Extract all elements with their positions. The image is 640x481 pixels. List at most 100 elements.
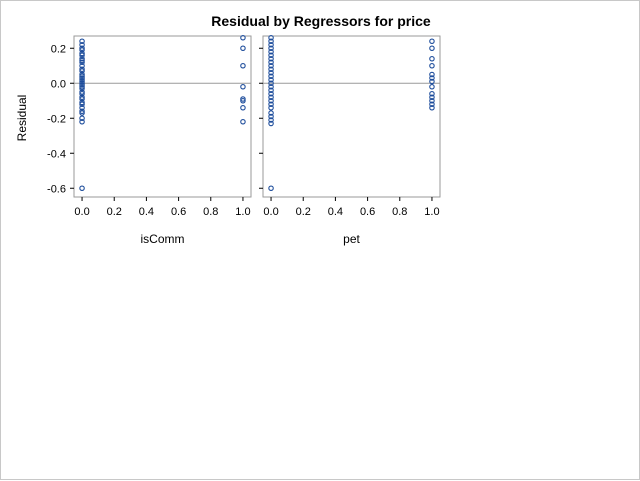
data-point bbox=[79, 96, 85, 102]
data-point bbox=[268, 117, 274, 123]
y-tick-label: 0.0 bbox=[51, 78, 66, 90]
data-point bbox=[79, 78, 85, 85]
x-tick-label: 0.8 bbox=[203, 206, 218, 218]
data-point bbox=[79, 66, 85, 73]
y-tick-label: 0.2 bbox=[51, 43, 66, 55]
data-point bbox=[268, 77, 274, 83]
data-point bbox=[429, 38, 435, 44]
x-tick-label: 0.8 bbox=[392, 206, 407, 218]
data-point bbox=[268, 84, 274, 90]
data-point bbox=[79, 82, 85, 88]
y-tick-label: -0.2 bbox=[47, 113, 66, 125]
x-tick-label: 0.0 bbox=[74, 206, 89, 218]
data-point bbox=[268, 62, 274, 69]
data-point bbox=[79, 68, 85, 74]
data-point bbox=[79, 85, 85, 92]
data-point bbox=[268, 41, 274, 48]
data-point bbox=[268, 55, 274, 62]
data-point bbox=[240, 84, 246, 90]
data-point bbox=[268, 94, 274, 101]
data-point bbox=[429, 84, 435, 90]
x-axis-label: isComm bbox=[141, 232, 185, 246]
data-point bbox=[268, 73, 274, 80]
data-point bbox=[429, 91, 435, 97]
data-point bbox=[268, 59, 274, 65]
data-point bbox=[79, 50, 85, 57]
data-point bbox=[79, 80, 85, 87]
data-point bbox=[79, 38, 85, 44]
data-point bbox=[79, 110, 85, 116]
x-tick-label: 0.4 bbox=[139, 206, 154, 218]
x-tick-label: 1.0 bbox=[424, 206, 439, 218]
data-point bbox=[268, 98, 274, 104]
data-point bbox=[240, 105, 246, 111]
data-point bbox=[79, 57, 85, 64]
plot-area-frame bbox=[73, 35, 252, 198]
x-tick-label: 0.2 bbox=[107, 206, 122, 218]
data-point bbox=[79, 91, 85, 97]
data-point bbox=[240, 62, 246, 69]
data-point bbox=[429, 94, 435, 101]
data-point bbox=[79, 84, 85, 90]
data-point bbox=[429, 98, 435, 104]
data-point bbox=[79, 94, 85, 101]
x-axis-label: pet bbox=[343, 232, 360, 246]
panel-1: -0.6 -0.4 -0.2 0.0 0.2 0.0 0.2 0.4 0.6 0.8 1.0 isCo… bbox=[47, 34, 252, 246]
x-tick-label: 1.0 bbox=[235, 206, 250, 218]
data-point bbox=[429, 105, 435, 111]
data-point bbox=[268, 185, 274, 192]
data-point bbox=[268, 52, 274, 58]
data-point bbox=[429, 45, 435, 51]
data-point bbox=[268, 91, 274, 97]
data-point bbox=[79, 62, 85, 69]
data-point bbox=[429, 101, 435, 108]
data-point bbox=[240, 98, 246, 104]
panels: -0.6 -0.4 -0.2 0.0 0.2 0.0 0.2 0.4 0.6 0.8 1.0 isCo… bbox=[47, 34, 441, 246]
data-point bbox=[79, 73, 85, 80]
x-tick-label: 0.4 bbox=[328, 206, 343, 218]
data-point bbox=[429, 55, 435, 62]
x-tick-label: 0.2 bbox=[296, 206, 311, 218]
plot-area-frame bbox=[262, 35, 441, 198]
data-point bbox=[268, 113, 274, 120]
data-point bbox=[79, 47, 85, 53]
data-point bbox=[429, 71, 435, 78]
x-tick-label: 0.6 bbox=[360, 206, 375, 218]
data-point bbox=[79, 75, 85, 81]
data-point bbox=[268, 66, 274, 73]
data-point bbox=[79, 45, 85, 51]
data-point bbox=[79, 108, 85, 115]
data-point bbox=[240, 96, 246, 102]
data-point bbox=[268, 87, 274, 94]
data-point bbox=[79, 59, 85, 65]
panel-2: 0.0 0.2 0.4 0.6 0.8 1.0 pet bbox=[259, 34, 441, 246]
data-point bbox=[268, 105, 274, 111]
data-point bbox=[79, 101, 85, 108]
data-point bbox=[79, 115, 85, 122]
chart-title: Residual by Regressors for price bbox=[211, 13, 431, 29]
data-point bbox=[268, 120, 274, 127]
data-point bbox=[79, 185, 85, 192]
data-point bbox=[79, 77, 85, 83]
x-tick-label: 0.6 bbox=[171, 206, 186, 218]
data-point bbox=[429, 75, 435, 81]
data-point bbox=[79, 71, 85, 78]
data-point bbox=[79, 99, 85, 106]
data-point bbox=[240, 34, 246, 41]
data-point bbox=[268, 38, 274, 44]
data-point bbox=[268, 34, 274, 41]
x-tick-label: 0.0 bbox=[263, 206, 278, 218]
data-point bbox=[429, 62, 435, 69]
data-point bbox=[240, 119, 246, 125]
data-point bbox=[79, 41, 85, 48]
data-point bbox=[79, 55, 85, 62]
y-tick-label: -0.6 bbox=[47, 183, 66, 195]
y-tick-label: -0.4 bbox=[47, 148, 66, 160]
data-point bbox=[268, 110, 274, 116]
data-point bbox=[268, 70, 274, 76]
data-point bbox=[79, 89, 85, 95]
data-point bbox=[79, 119, 85, 125]
data-point bbox=[240, 45, 246, 51]
